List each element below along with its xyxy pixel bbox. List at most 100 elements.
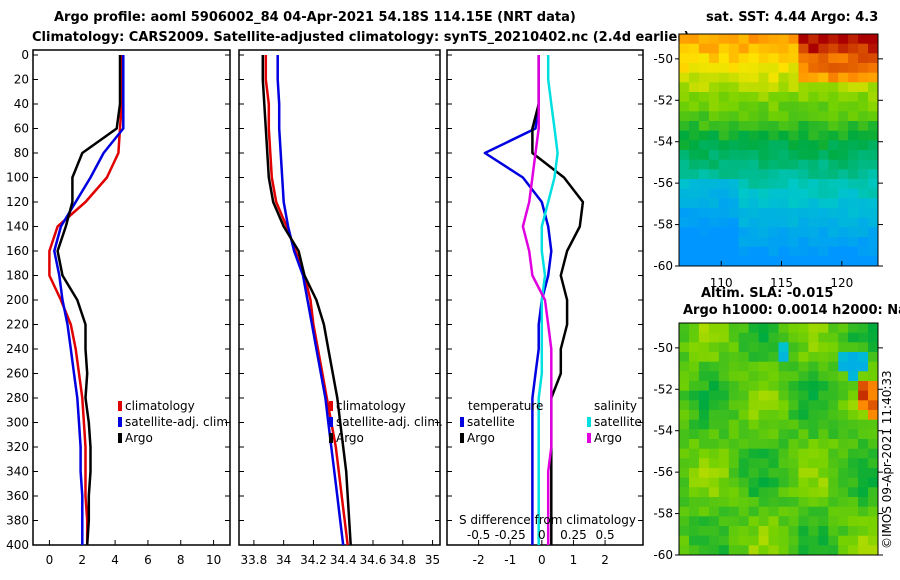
sst-cell xyxy=(808,63,819,74)
sla-cell xyxy=(828,439,839,450)
sla-cell xyxy=(808,535,819,546)
sla-cell xyxy=(868,477,879,488)
sla-cell xyxy=(758,419,769,430)
sst-cell xyxy=(858,72,869,83)
sst-cell xyxy=(708,227,720,238)
sst-cell xyxy=(768,217,779,228)
sst-cell xyxy=(718,227,730,238)
sst-cell xyxy=(689,169,700,180)
sla-cell xyxy=(689,381,700,392)
sst-cell xyxy=(758,246,769,257)
sst-cell xyxy=(768,237,779,248)
sla-cell xyxy=(828,323,839,334)
sla-cell xyxy=(708,477,720,488)
sst-cell xyxy=(848,227,859,238)
sst-cell xyxy=(778,150,789,161)
sla-cell xyxy=(718,410,730,421)
sst-cell xyxy=(858,53,869,64)
sla-cell xyxy=(738,419,750,430)
sst-cell xyxy=(698,217,710,228)
sst-cell xyxy=(838,72,849,83)
sla-cell xyxy=(838,332,849,343)
sla-cell xyxy=(718,468,730,479)
sla-cell xyxy=(708,487,720,498)
sla-cell xyxy=(808,390,819,401)
sst-cell xyxy=(828,43,839,54)
sst-map: sat. SST: 4.44 Argo: 4.3 -50 -52 -54 -56 -58… xyxy=(653,10,883,290)
map-y-tick-label: -60 xyxy=(653,259,673,273)
sla-cell xyxy=(848,526,859,537)
sla-cell xyxy=(718,381,730,392)
sla-cell xyxy=(708,439,720,450)
sla-cell xyxy=(708,352,720,363)
sst-cell xyxy=(858,227,869,238)
sst-cell xyxy=(828,217,839,228)
sst-cell xyxy=(708,92,720,103)
sla-cell xyxy=(738,506,750,517)
sla-cell xyxy=(818,352,829,363)
sla-cell xyxy=(679,545,690,556)
sst-cell xyxy=(689,198,700,209)
sla-cell xyxy=(808,419,819,430)
sla-cell xyxy=(748,352,759,363)
sla-cell xyxy=(679,448,690,459)
sst-cell xyxy=(768,208,779,219)
sst-cell xyxy=(828,140,839,151)
x-tick-label: 0 xyxy=(46,553,54,567)
legend-sal-argo: Argo xyxy=(594,431,622,445)
sla-cell xyxy=(788,342,799,353)
sla-map-title-line2: Argo h1000: 0.0014 h2000: NaN xyxy=(683,303,900,318)
sla-cell xyxy=(768,468,779,479)
sla-cell xyxy=(868,497,879,508)
sla-cell xyxy=(848,448,859,459)
sla-cell xyxy=(868,342,879,353)
sst-cell xyxy=(679,198,690,209)
sla-cell xyxy=(718,361,730,372)
sst-cell xyxy=(828,111,839,122)
sst-cell xyxy=(808,188,819,199)
map-x-tick-label: 110 xyxy=(710,276,733,290)
sst-cell xyxy=(868,227,879,238)
sla-cell xyxy=(698,516,710,527)
sst-cell xyxy=(838,179,849,190)
sst-cell xyxy=(798,92,809,103)
y-tick-label: 80 xyxy=(14,146,29,160)
sst-cell xyxy=(679,256,690,267)
sla-cell xyxy=(679,361,690,372)
sla-cell xyxy=(778,332,789,343)
sla-cell xyxy=(718,545,730,556)
sst-cell xyxy=(748,111,759,122)
sla-cell xyxy=(778,487,789,498)
sst-cell xyxy=(728,217,740,228)
sst-cell xyxy=(698,227,710,238)
legend-swatch-sal-satellite xyxy=(587,417,591,427)
salinity-panel: 33.8 34 34.2 34.4 34.6 34.8 35 climatology sat… xyxy=(238,49,443,567)
sla-cell xyxy=(718,323,730,334)
sla-cell xyxy=(728,332,740,343)
sla-cell xyxy=(818,361,829,372)
sst-cell xyxy=(848,63,859,74)
sst-cell xyxy=(689,130,700,141)
sla-cell xyxy=(708,419,720,430)
sst-cell xyxy=(868,111,879,122)
sst-cell xyxy=(788,82,799,93)
sst-cell xyxy=(738,159,750,170)
sst-cell xyxy=(848,150,859,161)
sst-cell xyxy=(808,53,819,64)
sst-cell xyxy=(818,82,829,93)
sst-cell xyxy=(679,159,690,170)
sla-cell xyxy=(778,390,789,401)
sla-cell xyxy=(708,400,720,411)
sst-cell xyxy=(868,159,879,170)
legend-temperature-title: temperature xyxy=(468,399,543,413)
sst-cell xyxy=(798,111,809,122)
sst-cell xyxy=(858,256,869,267)
sst-cell xyxy=(788,101,799,112)
sst-cell xyxy=(778,159,789,170)
sla-cell xyxy=(738,323,750,334)
sla-cell xyxy=(738,390,750,401)
sla-cell xyxy=(858,410,869,421)
sst-cell xyxy=(818,111,829,122)
sla-cell xyxy=(788,439,799,450)
sla-cell xyxy=(858,371,869,382)
